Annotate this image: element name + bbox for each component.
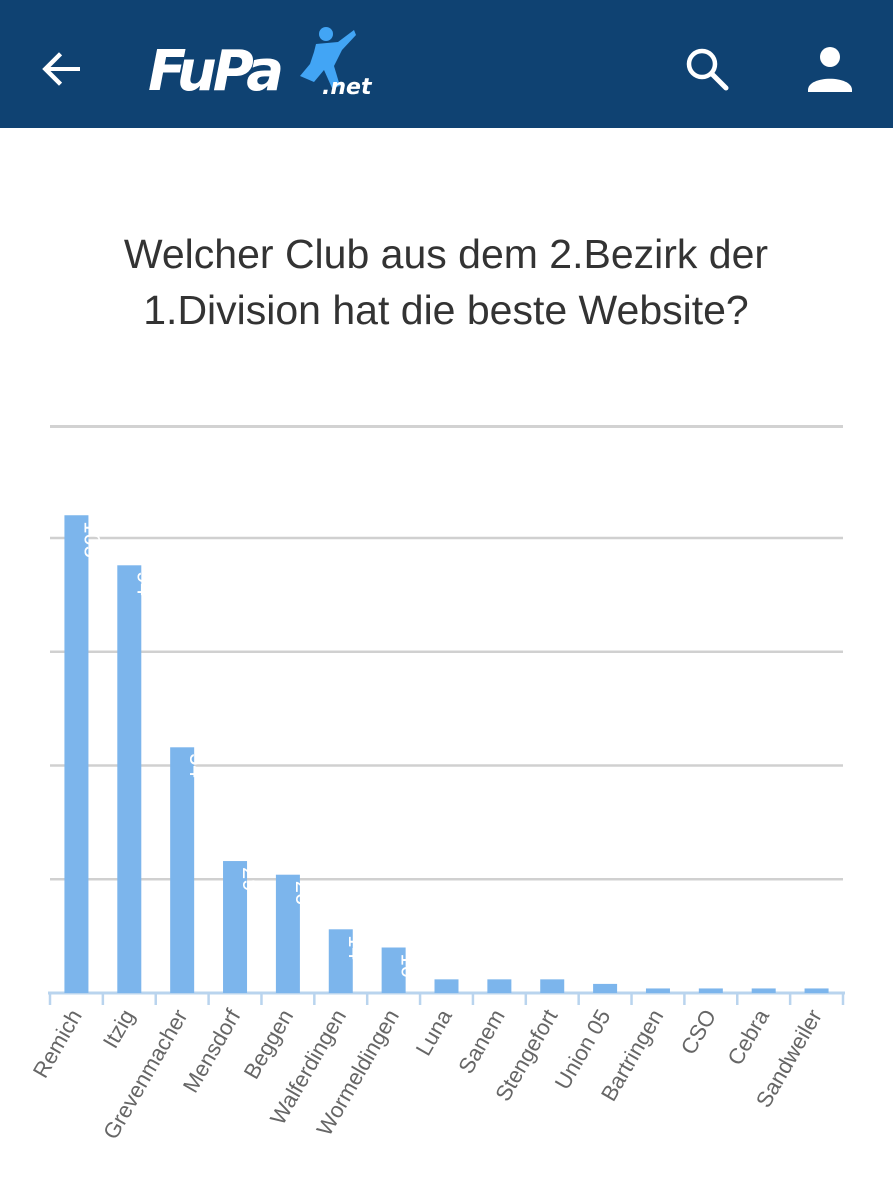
data-label: 105 <box>79 521 104 558</box>
data-label: 29 <box>238 867 263 891</box>
bar-bartringen[interactable] <box>645 988 670 993</box>
bar-luna[interactable] <box>434 979 459 993</box>
top-app-bar: FuPa .net <box>0 0 893 128</box>
bar-walferdingen[interactable] <box>328 929 353 993</box>
x-tick-label: Beggen <box>239 1005 299 1083</box>
arrow-left-icon <box>42 52 80 86</box>
data-label: 26 <box>291 881 316 905</box>
x-tick-label: CSO <box>676 1005 721 1059</box>
data-label: 3 <box>502 1015 527 1027</box>
bar-union-05[interactable] <box>593 983 618 993</box>
fupa-logo[interactable]: FuPa .net <box>148 26 372 106</box>
bar-sandweiler[interactable] <box>804 988 829 993</box>
bar-remich[interactable] <box>64 515 89 993</box>
bar-sanem[interactable] <box>487 979 512 993</box>
bar-chart: 105Remich94Itzig54Grevenmacher29Mensdorf… <box>28 515 845 1144</box>
bar-grevenmacher[interactable] <box>170 747 195 993</box>
data-label: 3 <box>450 1015 475 1027</box>
x-tick-label: Remich <box>28 1005 87 1082</box>
bar-mensdorf[interactable] <box>223 861 248 993</box>
bar-itzig[interactable] <box>117 565 142 993</box>
title-divider <box>50 425 843 428</box>
data-label: 1 <box>767 1015 792 1027</box>
user-account-button[interactable] <box>804 44 856 94</box>
logo-suffix: .net <box>322 75 372 100</box>
chart-title: Welcher Club aus dem 2.Bezirk der 1.Divi… <box>123 231 769 333</box>
data-label: 1 <box>820 1015 845 1027</box>
data-label: 2 <box>608 1015 633 1027</box>
back-button[interactable] <box>38 45 86 93</box>
logo-text: FuPa <box>148 39 284 104</box>
bar-stengefort[interactable] <box>540 979 565 993</box>
user-icon <box>808 47 852 92</box>
data-label: 94 <box>132 571 157 595</box>
bar-beggen[interactable] <box>275 874 300 993</box>
data-label: 1 <box>714 1015 739 1027</box>
bar-wormeldingen[interactable] <box>381 947 406 994</box>
data-label: 54 <box>185 753 210 777</box>
x-tick-label: Itzig <box>98 1005 140 1052</box>
data-label: 3 <box>555 1015 580 1027</box>
player-icon <box>300 27 356 88</box>
data-label: 1 <box>661 1015 686 1027</box>
gridlines <box>50 536 843 881</box>
bar-cso[interactable] <box>698 988 723 993</box>
search-icon <box>686 48 729 91</box>
data-label: 14 <box>344 935 369 959</box>
search-button[interactable] <box>682 44 732 94</box>
x-tick-label: Luna <box>411 1004 458 1060</box>
data-label: 10 <box>397 954 422 978</box>
bar-cebra[interactable] <box>751 988 776 993</box>
